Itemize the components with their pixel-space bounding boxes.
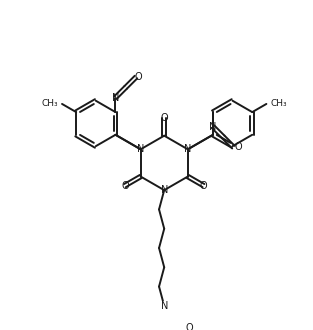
Text: O: O	[135, 72, 142, 82]
Text: N: N	[137, 144, 144, 154]
Text: N: N	[161, 185, 168, 195]
Text: O: O	[186, 323, 193, 330]
Text: CH₃: CH₃	[270, 99, 287, 109]
Text: N: N	[112, 93, 119, 103]
Text: O: O	[200, 181, 207, 191]
Text: N: N	[209, 122, 217, 132]
Text: CH₃: CH₃	[42, 99, 59, 109]
Text: O: O	[121, 181, 129, 191]
Text: O: O	[160, 113, 168, 122]
Text: O: O	[234, 142, 242, 152]
Text: N: N	[161, 301, 168, 311]
Text: N: N	[184, 144, 192, 154]
